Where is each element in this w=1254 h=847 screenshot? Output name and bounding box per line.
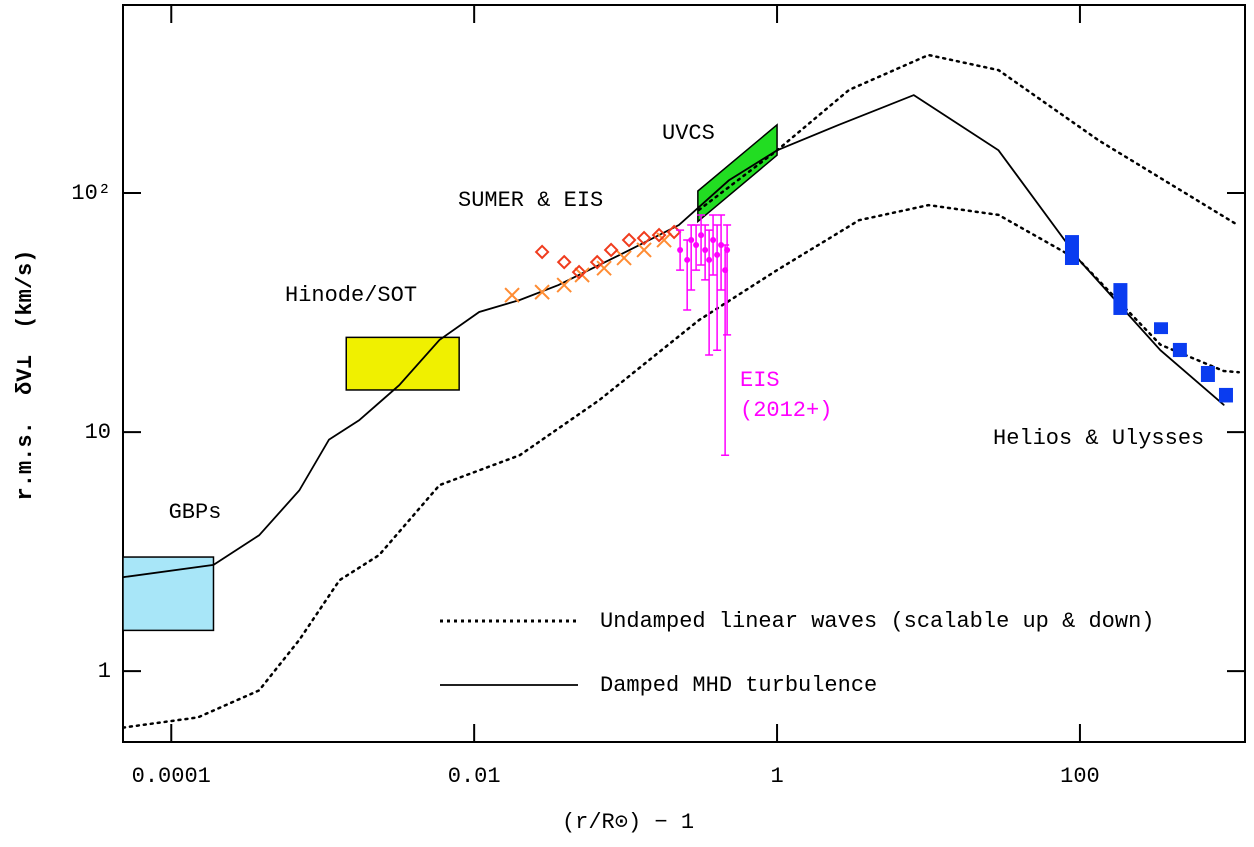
eis-error-bar bbox=[697, 214, 706, 266]
uvcs-band bbox=[697, 123, 778, 224]
sumer-diamond bbox=[621, 232, 637, 248]
eis-point bbox=[688, 237, 695, 244]
helios-box bbox=[1113, 283, 1128, 315]
sumer-diamond bbox=[636, 230, 652, 246]
y-tick-label: 1 bbox=[98, 659, 111, 684]
region-label: GBPs bbox=[169, 500, 222, 525]
series-line bbox=[697, 53, 1241, 227]
sumer-diamond bbox=[571, 264, 587, 280]
sumer-diamond bbox=[603, 242, 619, 258]
sumer-diamond bbox=[589, 254, 605, 270]
y-tick-label: 10 bbox=[85, 420, 111, 445]
helios-box bbox=[1200, 365, 1215, 382]
sumer-diamond bbox=[534, 244, 550, 260]
sumer-cross bbox=[504, 287, 520, 303]
series-line bbox=[123, 203, 1241, 729]
region-box bbox=[123, 556, 215, 632]
eis-point bbox=[698, 232, 705, 239]
legend-label: Damped MHD turbulence bbox=[600, 673, 877, 698]
eis-point bbox=[684, 256, 691, 263]
helios-box bbox=[1154, 322, 1169, 335]
plot-area bbox=[123, 53, 1241, 729]
legend-label: Undamped linear waves (scalable up & dow… bbox=[600, 609, 1155, 634]
eis-point bbox=[724, 246, 731, 253]
eis-point bbox=[693, 242, 700, 249]
sumer-label: SUMER & EIS bbox=[458, 188, 603, 213]
eis-point bbox=[714, 251, 721, 258]
eis-error-bar bbox=[705, 229, 714, 356]
uvcs-label: UVCS bbox=[662, 121, 715, 146]
eis-point bbox=[706, 256, 713, 263]
x-tick-label: 1 bbox=[770, 764, 783, 789]
x-tick-label: 0.01 bbox=[448, 764, 501, 789]
eis-point bbox=[677, 246, 684, 253]
sumer-diamond bbox=[651, 227, 667, 243]
sumer-cross bbox=[656, 232, 672, 248]
plot-frame bbox=[122, 4, 1246, 743]
helios-box bbox=[1218, 387, 1233, 403]
helios-box bbox=[1172, 342, 1187, 358]
x-axis-title: (r/R⊙) − 1 bbox=[562, 810, 694, 835]
eis-error-bar bbox=[723, 224, 732, 336]
region-label: Hinode/SOT bbox=[285, 283, 417, 308]
eis-error-bar bbox=[683, 239, 692, 311]
eis-error-bar bbox=[713, 224, 722, 351]
helios-box bbox=[1064, 235, 1079, 265]
eis-error-bar bbox=[717, 214, 726, 291]
sumer-diamond bbox=[556, 254, 572, 270]
helios-label: Helios & Ulysses bbox=[993, 426, 1204, 451]
eis-error-bar bbox=[721, 244, 730, 456]
eis-point bbox=[702, 246, 709, 253]
eis-error-bar bbox=[709, 214, 718, 276]
eis-label: (2012+) bbox=[740, 398, 832, 423]
sumer-cross bbox=[616, 250, 632, 266]
eis-point bbox=[718, 242, 725, 249]
x-tick-label: 0.0001 bbox=[132, 764, 211, 789]
sumer-cross bbox=[534, 284, 550, 300]
sumer-cross bbox=[596, 260, 612, 276]
y-tick-label: 10² bbox=[71, 181, 111, 206]
sumer-cross bbox=[636, 242, 652, 258]
series-line bbox=[123, 94, 1225, 579]
eis-label: EIS bbox=[740, 368, 780, 393]
y-axis-title: r.m.s. δV⊥ (km/s) bbox=[13, 250, 38, 501]
sumer-cross bbox=[556, 277, 572, 293]
x-tick-label: 100 bbox=[1060, 764, 1100, 789]
eis-point bbox=[710, 237, 717, 244]
